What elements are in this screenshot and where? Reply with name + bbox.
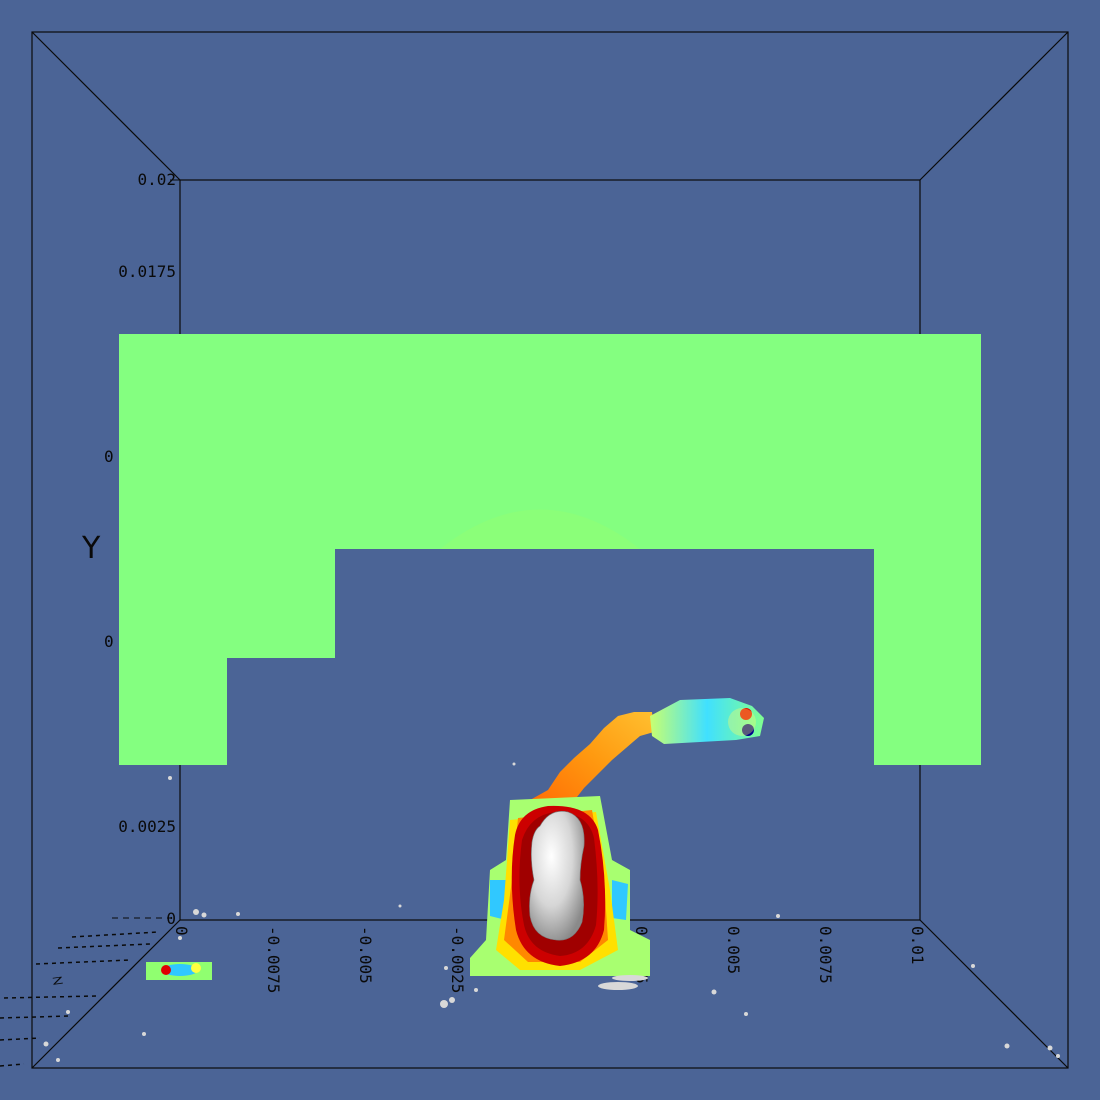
corner-slice-yellow — [191, 963, 201, 973]
debris-particle — [66, 1010, 70, 1014]
y-tick-label: 0.02 — [137, 170, 176, 189]
arm-tip-region — [650, 698, 764, 744]
debris-particle — [711, 989, 717, 995]
y-axis-title: Y — [81, 531, 101, 566]
debris-particle — [440, 1000, 448, 1008]
box-edge-tr — [919, 31, 1069, 181]
debris-particle — [612, 975, 648, 981]
y-tick-partial: 0 — [104, 632, 114, 651]
debris-particle — [201, 912, 207, 918]
y-tick-label: 0 — [166, 909, 176, 928]
debris-particle — [236, 912, 240, 916]
debris-particle — [43, 1041, 49, 1047]
debris-particle — [776, 914, 780, 918]
x-tick-label: -0.0025 — [448, 926, 467, 993]
y-tick-partial: 0 — [104, 447, 114, 466]
x-tick-label: 0.01 — [908, 926, 927, 965]
debris-particle — [444, 966, 448, 970]
debris-particle — [168, 776, 172, 780]
z-tick-mark — [35, 959, 131, 965]
z-tick-mark — [57, 943, 151, 949]
debris-particle — [1004, 1043, 1010, 1049]
debris-particle — [971, 964, 975, 968]
corner-slice — [146, 962, 212, 980]
box-edge-tl — [31, 31, 181, 181]
x-tick-label: -0.0075 — [264, 926, 283, 993]
x-tick-label: 0 — [172, 926, 191, 936]
core-cyan-band — [490, 880, 506, 920]
box-edge-bl — [31, 919, 181, 1069]
z-tick-mark — [0, 1015, 71, 1019]
slice-plane-glow — [440, 509, 640, 549]
z-tick-mark — [0, 1063, 25, 1067]
debris-particle — [474, 988, 478, 992]
corner-slice-red — [161, 965, 171, 975]
arm-tip-negative — [742, 724, 754, 736]
debris-particle — [512, 762, 516, 766]
particle-debris — [43, 762, 1060, 1062]
y-axis: 0.02 0.0175 0.0025 0 Y 0 0 — [81, 170, 180, 928]
z-axis — [0, 931, 159, 1067]
debris-particle — [449, 997, 455, 1003]
arm-tip-halo — [728, 708, 756, 736]
box-edge-br — [919, 919, 1069, 1069]
slice-plane-shape — [119, 334, 981, 765]
debris-particle — [1056, 1054, 1060, 1058]
z-axis-title: Z — [51, 975, 64, 988]
x-tick-label: 0.0075 — [816, 926, 835, 984]
corner-slice-cyan — [162, 964, 198, 976]
debris-particle — [56, 1058, 60, 1062]
debris-particle — [193, 909, 199, 915]
debris-particle — [142, 1032, 146, 1036]
arm-tip-positive — [740, 708, 752, 720]
isosurface-body — [529, 811, 585, 941]
z-tick-mark — [0, 1037, 41, 1041]
debris-particle — [598, 982, 638, 990]
debris-particle — [178, 936, 182, 940]
slice-plane — [119, 334, 981, 765]
core-cyan-band-right — [612, 880, 628, 920]
debris-particle — [398, 904, 402, 908]
z-tick-mark — [3, 995, 97, 999]
z-tick-mark — [71, 931, 159, 938]
x-tick-label: 0.005 — [724, 926, 743, 974]
box-front-face — [31, 31, 1069, 1069]
debris-particle — [744, 1012, 748, 1016]
debris-particle — [1047, 1045, 1053, 1051]
x-tick-label: -0.005 — [356, 926, 375, 984]
y-tick-label: 0.0175 — [118, 262, 176, 281]
y-tick-label: 0.0025 — [118, 817, 176, 836]
